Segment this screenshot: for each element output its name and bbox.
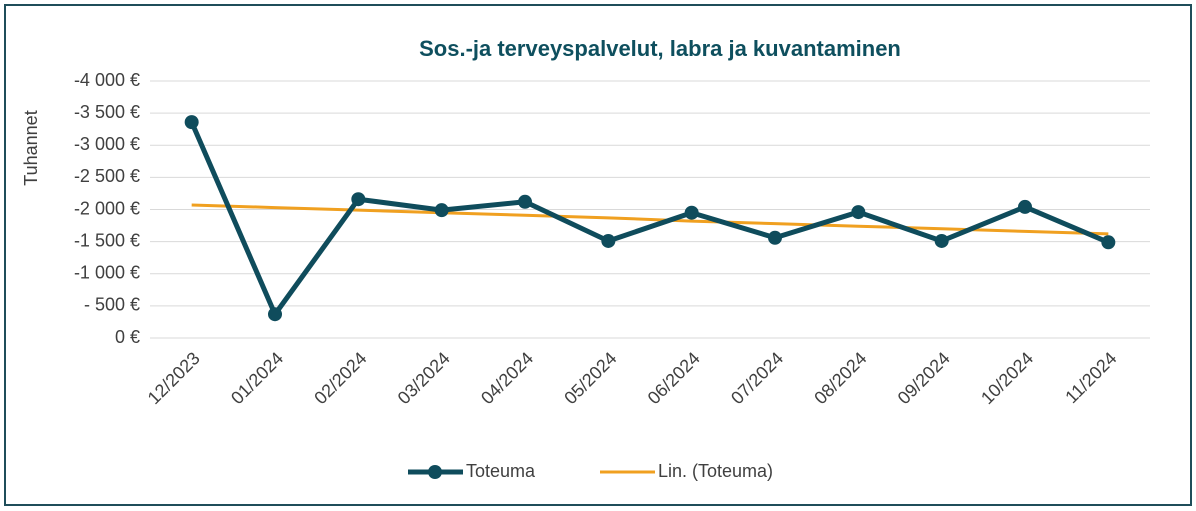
data-point [268, 307, 282, 322]
data-point [1101, 235, 1116, 250]
chart-frame [4, 4, 1192, 506]
data-line [189, 121, 1110, 317]
data-point [684, 205, 699, 220]
data-point [1018, 199, 1032, 214]
legend-label: Lin. (Toteuma) [658, 461, 773, 481]
y-axis-label: Tuhannet [21, 110, 41, 185]
y-tick-label: -1 500 € [74, 230, 140, 250]
data-point [851, 205, 866, 220]
y-tick-label: - 500 € [84, 295, 140, 315]
data-point [518, 194, 532, 209]
y-tick-label: -3 500 € [74, 102, 140, 122]
y-tick-label: -3 000 € [74, 134, 140, 154]
y-tick-label: -2 500 € [74, 166, 140, 186]
y-tick-label: -4 000 € [74, 70, 140, 90]
data-point [351, 192, 366, 207]
y-tick-label: -1 000 € [74, 263, 140, 283]
trend-line [191, 203, 1109, 236]
data-point [934, 233, 949, 248]
data-point [601, 233, 616, 248]
data-point [768, 230, 782, 245]
legend-marker [428, 465, 442, 479]
data-point [434, 203, 449, 218]
y-tick-label: -2 000 € [74, 198, 140, 218]
chart-title: Sos.-ja terveyspalvelut, labra ja kuvant… [419, 36, 901, 61]
data-point [184, 115, 199, 130]
legend-label: Toteuma [466, 461, 536, 481]
y-tick-label: 0 € [115, 327, 140, 347]
